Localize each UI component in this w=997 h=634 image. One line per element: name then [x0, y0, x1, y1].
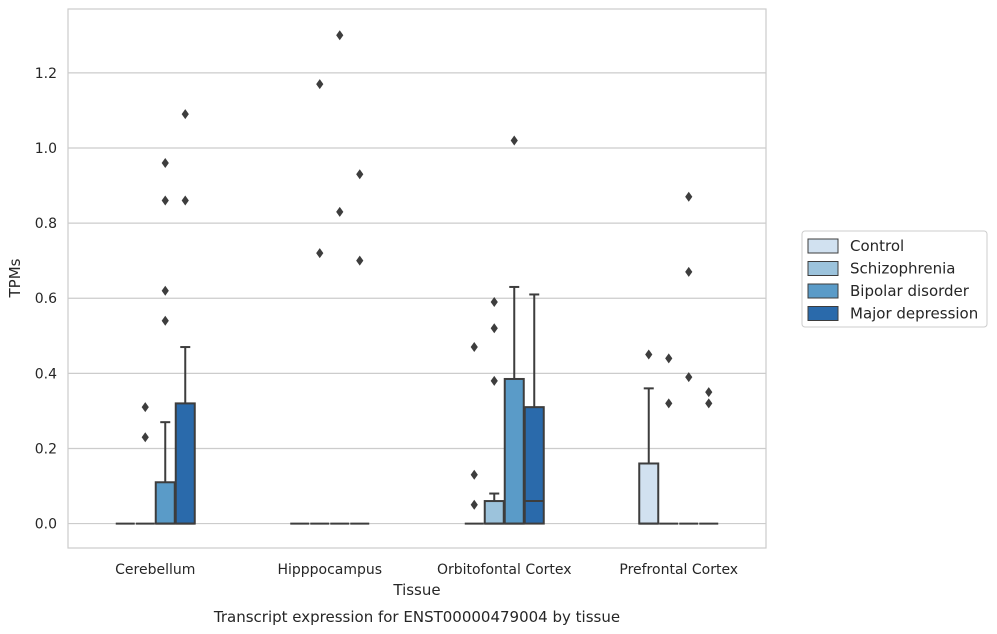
- outlier-point: [510, 135, 518, 146]
- legend-label: Bipolar disorder: [850, 282, 970, 300]
- outlier-point: [356, 255, 364, 266]
- outlier-point: [470, 342, 478, 353]
- box-schizophrenia: [310, 79, 330, 525]
- outlier-point: [336, 206, 344, 217]
- outlier-point: [336, 30, 344, 41]
- plot-frame: [67, 8, 767, 549]
- box: [523, 406, 545, 525]
- outlier-point: [161, 158, 169, 168]
- x-tick-labels: Cerebellum Hipppocampus Orbitofontal Corte…: [115, 562, 738, 578]
- outlier-point: [161, 315, 169, 326]
- outlier-point: [161, 195, 169, 206]
- legend-frame: [801, 230, 988, 328]
- box-schizophrenia: [135, 402, 155, 525]
- box: [503, 377, 525, 525]
- outlier-point: [685, 191, 693, 202]
- outlier-point: [645, 349, 653, 360]
- boxes: [115, 30, 719, 525]
- box: [174, 402, 196, 525]
- box: [483, 500, 505, 525]
- legend-swatch: [807, 306, 839, 321]
- gridlines: [68, 72, 766, 525]
- box: [154, 481, 176, 525]
- outlier-point: [181, 195, 189, 206]
- box-major-depression: [350, 169, 370, 525]
- legend-swatch: [807, 283, 839, 299]
- legend-label: Control: [850, 237, 904, 255]
- y-tick-label: 0.0: [35, 517, 57, 533]
- box-schizophrenia: [659, 353, 679, 525]
- y-tick-label: 1.0: [35, 141, 57, 157]
- y-tick-label: 1.2: [35, 66, 57, 82]
- y-tick-labels: 0.0 0.2 0.4 0.6 0.8 1.0 1.2: [35, 66, 57, 533]
- outlier-point: [490, 296, 498, 307]
- chart-caption: Transcript expression for ENST0000047900…: [213, 608, 620, 626]
- box-bipolar-disorder: [154, 158, 176, 525]
- y-tick-label: 0.2: [35, 441, 57, 457]
- outlier-point: [141, 432, 149, 443]
- box-control: [464, 342, 484, 525]
- outlier-point: [316, 79, 324, 90]
- outlier-point: [470, 499, 478, 510]
- outlier-point: [141, 402, 149, 413]
- outlier-point: [316, 248, 324, 259]
- outlier-point: [181, 109, 189, 120]
- outlier-point: [470, 469, 478, 480]
- box-major-depression: [699, 387, 719, 525]
- y-tick-label: 0.8: [35, 216, 57, 232]
- legend-label: Schizophrenia: [850, 260, 955, 278]
- outlier-point: [161, 285, 169, 296]
- y-tick-label: 0.6: [35, 291, 57, 307]
- outlier-point: [685, 372, 693, 383]
- x-axis-label: Tissue: [392, 581, 440, 599]
- x-tick-label: Cerebellum: [115, 562, 195, 578]
- box-major-depression: [523, 293, 545, 525]
- box-schizophrenia: [483, 296, 505, 525]
- outlier-point: [490, 375, 498, 386]
- box-major-depression: [174, 109, 196, 525]
- box-bipolar-disorder: [679, 191, 699, 525]
- legend-label: Major depression: [850, 305, 978, 323]
- box-control: [638, 349, 660, 525]
- box: [638, 462, 660, 525]
- outlier-point: [705, 387, 713, 398]
- outlier-point: [705, 398, 713, 409]
- legend-swatch: [807, 238, 839, 254]
- outlier-point: [490, 323, 498, 334]
- x-tick-label: Orbitofontal Cortex: [437, 562, 572, 578]
- x-tick-label: Hipppocampus: [277, 562, 382, 578]
- legend: Control Schizophrenia Bipolar disorder Majo…: [801, 230, 988, 328]
- box-bipolar-disorder: [503, 135, 525, 525]
- outlier-point: [356, 169, 364, 180]
- outlier-point: [665, 353, 673, 364]
- outlier-point: [685, 266, 693, 277]
- legend-swatch: [807, 261, 839, 276]
- outlier-point: [665, 398, 673, 409]
- y-tick-label: 0.4: [35, 366, 57, 382]
- y-axis-label: TPMs: [6, 258, 24, 298]
- box-bipolar-disorder: [330, 30, 350, 525]
- x-tick-label: Prefrontal Cortex: [619, 562, 738, 578]
